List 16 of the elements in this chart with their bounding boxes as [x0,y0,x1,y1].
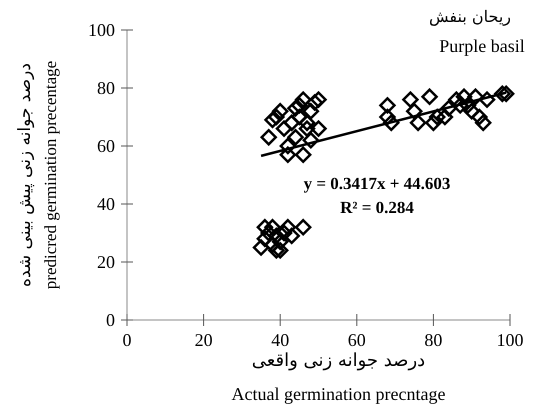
x-tick-label: 100 [496,330,524,350]
y-tick-label: 20 [97,252,115,272]
chart-title: ريحان بنفش [429,7,511,26]
annotation: y = 0.3417x + 44.603 [304,174,450,193]
chart-subtitle: Purple basil [439,36,525,56]
x-tick-label: 20 [194,330,213,350]
x-tick-label: 40 [271,330,290,350]
x-tick-label: 0 [122,330,132,350]
y-tick-label: 40 [97,194,115,214]
x-tick-label: 60 [348,330,366,350]
x-tick-label: 80 [424,330,442,350]
y-tick-label: 100 [88,20,115,40]
y-tick-label: 0 [106,310,115,330]
y-tick-label: 80 [97,78,115,98]
y-tick-label: 60 [97,136,115,156]
annotation: R² = 0.284 [340,198,414,217]
